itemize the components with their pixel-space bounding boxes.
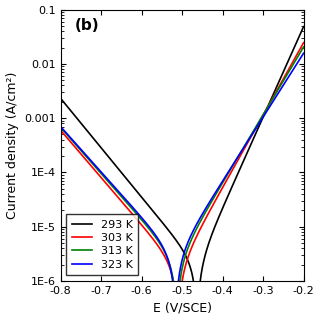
313 K (151, 232, 155, 236)
303 K (302, 41, 306, 44)
293 K (204, 249, 208, 253)
313 K (59, 125, 62, 129)
293 K (259, 121, 262, 125)
Line: 323 K: 323 K (60, 53, 304, 320)
Line: 293 K: 293 K (60, 27, 304, 320)
303 K (240, 151, 244, 155)
323 K (204, 205, 208, 209)
293 K (103, 150, 107, 154)
323 K (259, 119, 262, 123)
323 K (240, 148, 244, 152)
303 K (151, 238, 155, 242)
Line: 303 K: 303 K (60, 43, 304, 320)
293 K (302, 25, 306, 28)
313 K (259, 117, 262, 121)
323 K (103, 174, 107, 178)
323 K (302, 51, 306, 55)
303 K (59, 128, 62, 132)
Text: (b): (b) (75, 18, 100, 33)
323 K (217, 186, 220, 189)
313 K (240, 148, 244, 152)
X-axis label: E (V/SCE): E (V/SCE) (153, 301, 212, 315)
Legend: 293 K, 303 K, 313 K, 323 K: 293 K, 303 K, 313 K, 323 K (66, 214, 138, 276)
303 K (204, 215, 208, 219)
293 K (240, 163, 244, 166)
313 K (103, 176, 107, 180)
293 K (59, 96, 62, 100)
293 K (151, 210, 155, 213)
313 K (217, 188, 220, 191)
Y-axis label: Current density (A/cm²): Current density (A/cm²) (5, 72, 19, 219)
303 K (259, 118, 262, 122)
323 K (151, 230, 155, 234)
323 K (59, 125, 62, 129)
303 K (217, 193, 220, 196)
313 K (302, 45, 306, 49)
293 K (217, 216, 220, 220)
Line: 313 K: 313 K (60, 47, 304, 320)
303 K (103, 180, 107, 184)
313 K (204, 209, 208, 212)
